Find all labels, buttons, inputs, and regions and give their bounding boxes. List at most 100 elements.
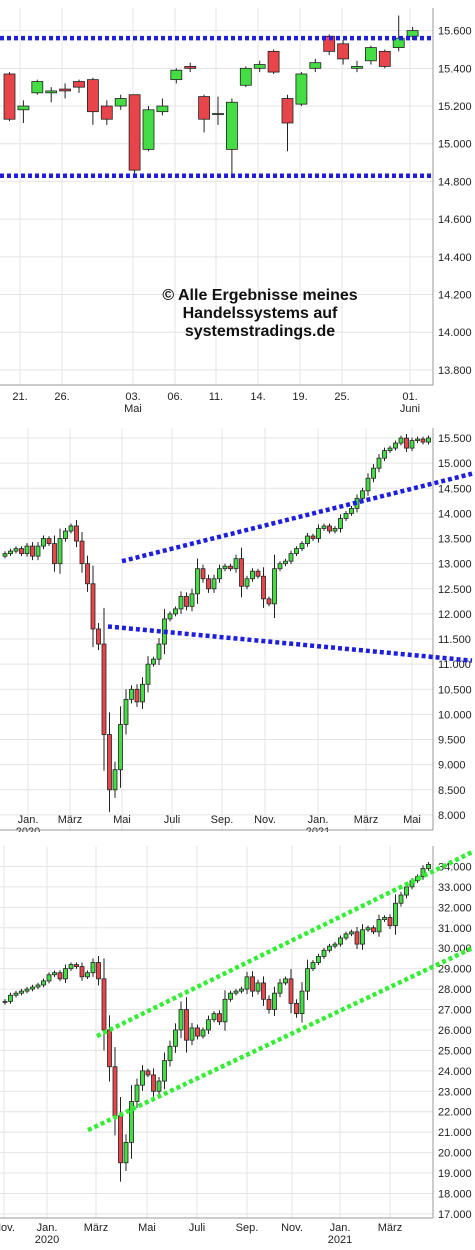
candle-body <box>239 67 252 86</box>
candle <box>59 83 71 99</box>
candle-body <box>128 94 141 171</box>
candle-body <box>351 66 363 69</box>
candle <box>387 914 393 929</box>
candle <box>170 68 183 84</box>
candle <box>332 526 338 534</box>
candle-body <box>365 927 371 931</box>
candle <box>101 607 107 771</box>
y-tick-label: 33.000 <box>438 882 472 894</box>
candle-body <box>404 886 409 896</box>
x-tick-label: 25. <box>334 391 349 403</box>
x-tick-sublabel: 2021 <box>306 826 330 832</box>
candle <box>63 964 68 983</box>
candle <box>142 106 155 152</box>
candle-body <box>387 917 393 927</box>
candle <box>195 558 200 604</box>
candle-body <box>281 98 294 124</box>
candle <box>198 94 211 133</box>
candle <box>162 1052 167 1090</box>
candle-body <box>327 525 332 532</box>
candle <box>295 72 308 107</box>
candle-body <box>96 962 101 980</box>
candle <box>392 15 405 52</box>
candles <box>2 434 431 812</box>
x-tick-label: 06. <box>167 391 182 403</box>
candle-body <box>200 568 206 580</box>
y-tick-label: 14.400 <box>438 252 472 264</box>
y-tick-label: 11.500 <box>438 634 471 646</box>
candle-body <box>244 976 250 990</box>
candle-body <box>332 528 338 532</box>
y-tick-label: 28.000 <box>438 984 472 996</box>
candle-body <box>189 1027 195 1041</box>
candle <box>376 914 382 937</box>
candle-body <box>283 560 288 565</box>
candle-body <box>371 467 376 479</box>
watermark-line-2: Handelssystems auf <box>182 305 338 322</box>
x-tick-label: Mai <box>403 814 421 826</box>
x-tick-label: Sep. <box>236 1222 259 1234</box>
chart-panel-1: 15.600 15.400 15.200 15.000 14.800 14.600 14.4… <box>0 0 475 420</box>
candle <box>267 49 280 74</box>
candle <box>261 567 266 608</box>
candle <box>393 894 398 935</box>
candle <box>156 98 169 116</box>
x-tick-sublabel: Juni <box>400 403 420 415</box>
candle <box>294 999 299 1018</box>
candle <box>228 990 233 1002</box>
candle <box>217 564 222 583</box>
candle <box>398 435 404 446</box>
candle-body <box>233 558 239 570</box>
y-tick-label: 18.000 <box>438 1188 472 1200</box>
candle-body <box>393 442 398 449</box>
candle-body <box>376 457 382 469</box>
candle <box>255 979 261 995</box>
x-tick-label: März <box>354 814 378 826</box>
candle-body <box>79 966 85 978</box>
candle <box>349 505 354 516</box>
candle <box>239 66 252 88</box>
candle-body <box>112 769 118 791</box>
candle <box>90 565 96 648</box>
candle <box>310 533 316 541</box>
candle <box>100 100 113 125</box>
green-dotted-line <box>87 946 473 1133</box>
candle-body <box>426 863 431 869</box>
candle-body <box>338 518 343 529</box>
candle-body <box>107 734 112 791</box>
candle-body <box>112 1066 118 1117</box>
candle-body <box>222 565 228 570</box>
candle-body <box>79 540 85 565</box>
candle-body <box>228 565 233 570</box>
candle-body <box>68 525 74 532</box>
candle <box>327 943 332 953</box>
candle <box>96 622 101 651</box>
candle <box>426 862 431 871</box>
candle <box>206 574 211 593</box>
candle-body <box>267 50 280 73</box>
candle <box>343 511 349 521</box>
candle-body <box>162 1060 167 1082</box>
candle <box>253 60 266 73</box>
y-tick-label: 11.000 <box>438 659 471 671</box>
candle-body <box>85 563 90 585</box>
candle-body <box>310 962 316 970</box>
candlestick-chart-long-term: 34.000 33.000 32.000 31.000 30.000 29.000 28.0… <box>0 846 473 1246</box>
y-tick-label: 10.500 <box>438 684 472 696</box>
blue-dotted-line <box>107 624 473 663</box>
candle-body <box>198 96 211 120</box>
candle <box>398 891 404 907</box>
y-tick-label: 15.000 <box>438 139 472 151</box>
grid <box>0 428 433 830</box>
candle <box>337 40 350 65</box>
candle <box>288 550 294 565</box>
candle-body <box>74 525 79 542</box>
candle-body <box>52 543 57 565</box>
candle <box>310 960 316 972</box>
y-tick-label: 31.000 <box>438 923 472 935</box>
candle-body <box>173 608 178 615</box>
candle-body <box>200 1029 206 1037</box>
candle <box>145 656 151 693</box>
candle <box>316 953 321 965</box>
candle-body <box>360 490 365 499</box>
